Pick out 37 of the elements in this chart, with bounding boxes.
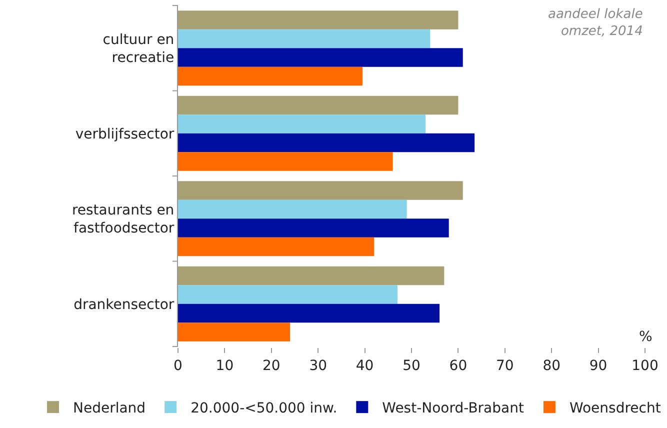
y-tick-label: verblijfssector <box>75 126 174 142</box>
x-tick-label: 0 <box>174 358 182 374</box>
bar <box>178 322 290 342</box>
bar <box>178 285 398 304</box>
legend-label: West-Noord-Brabant <box>382 400 524 417</box>
bar <box>178 96 458 115</box>
x-axis-title: % <box>639 329 652 345</box>
bar <box>178 114 426 134</box>
x-tick-label: 30 <box>309 358 328 374</box>
x-tick-label: 40 <box>356 358 374 374</box>
y-tick-label: restaurants en fastfoodsector <box>72 202 174 237</box>
legend-label: 20.000-<50.000 inw. <box>190 400 338 417</box>
bar <box>178 237 374 256</box>
bar <box>178 10 458 30</box>
bar <box>178 29 430 48</box>
x-tick-label: 90 <box>589 358 608 374</box>
annotation: aandeel lokale omzet, 2014 <box>548 7 643 39</box>
bar <box>178 200 407 219</box>
y-tick-label: drankensector <box>74 296 174 313</box>
x-tick-label: 10 <box>216 358 234 374</box>
x-tick-label: 80 <box>542 358 561 374</box>
bar <box>178 48 463 67</box>
x-tick-label: 20 <box>262 358 280 374</box>
bar <box>178 218 449 238</box>
y-tick-label: cultuur en recreatie <box>102 32 174 66</box>
bar <box>178 266 444 286</box>
legend-label: Nederland <box>73 400 146 417</box>
bar <box>178 152 393 171</box>
bar <box>178 66 362 86</box>
x-tick-label: 70 <box>496 358 514 374</box>
x-tick-label: 60 <box>449 358 468 374</box>
bar <box>178 304 440 323</box>
legend-label: Woensdrecht <box>569 400 662 417</box>
x-tick-label: 100 <box>632 358 658 374</box>
bar <box>178 133 475 152</box>
bar <box>178 181 463 200</box>
x-tick-label: 50 <box>402 358 420 374</box>
